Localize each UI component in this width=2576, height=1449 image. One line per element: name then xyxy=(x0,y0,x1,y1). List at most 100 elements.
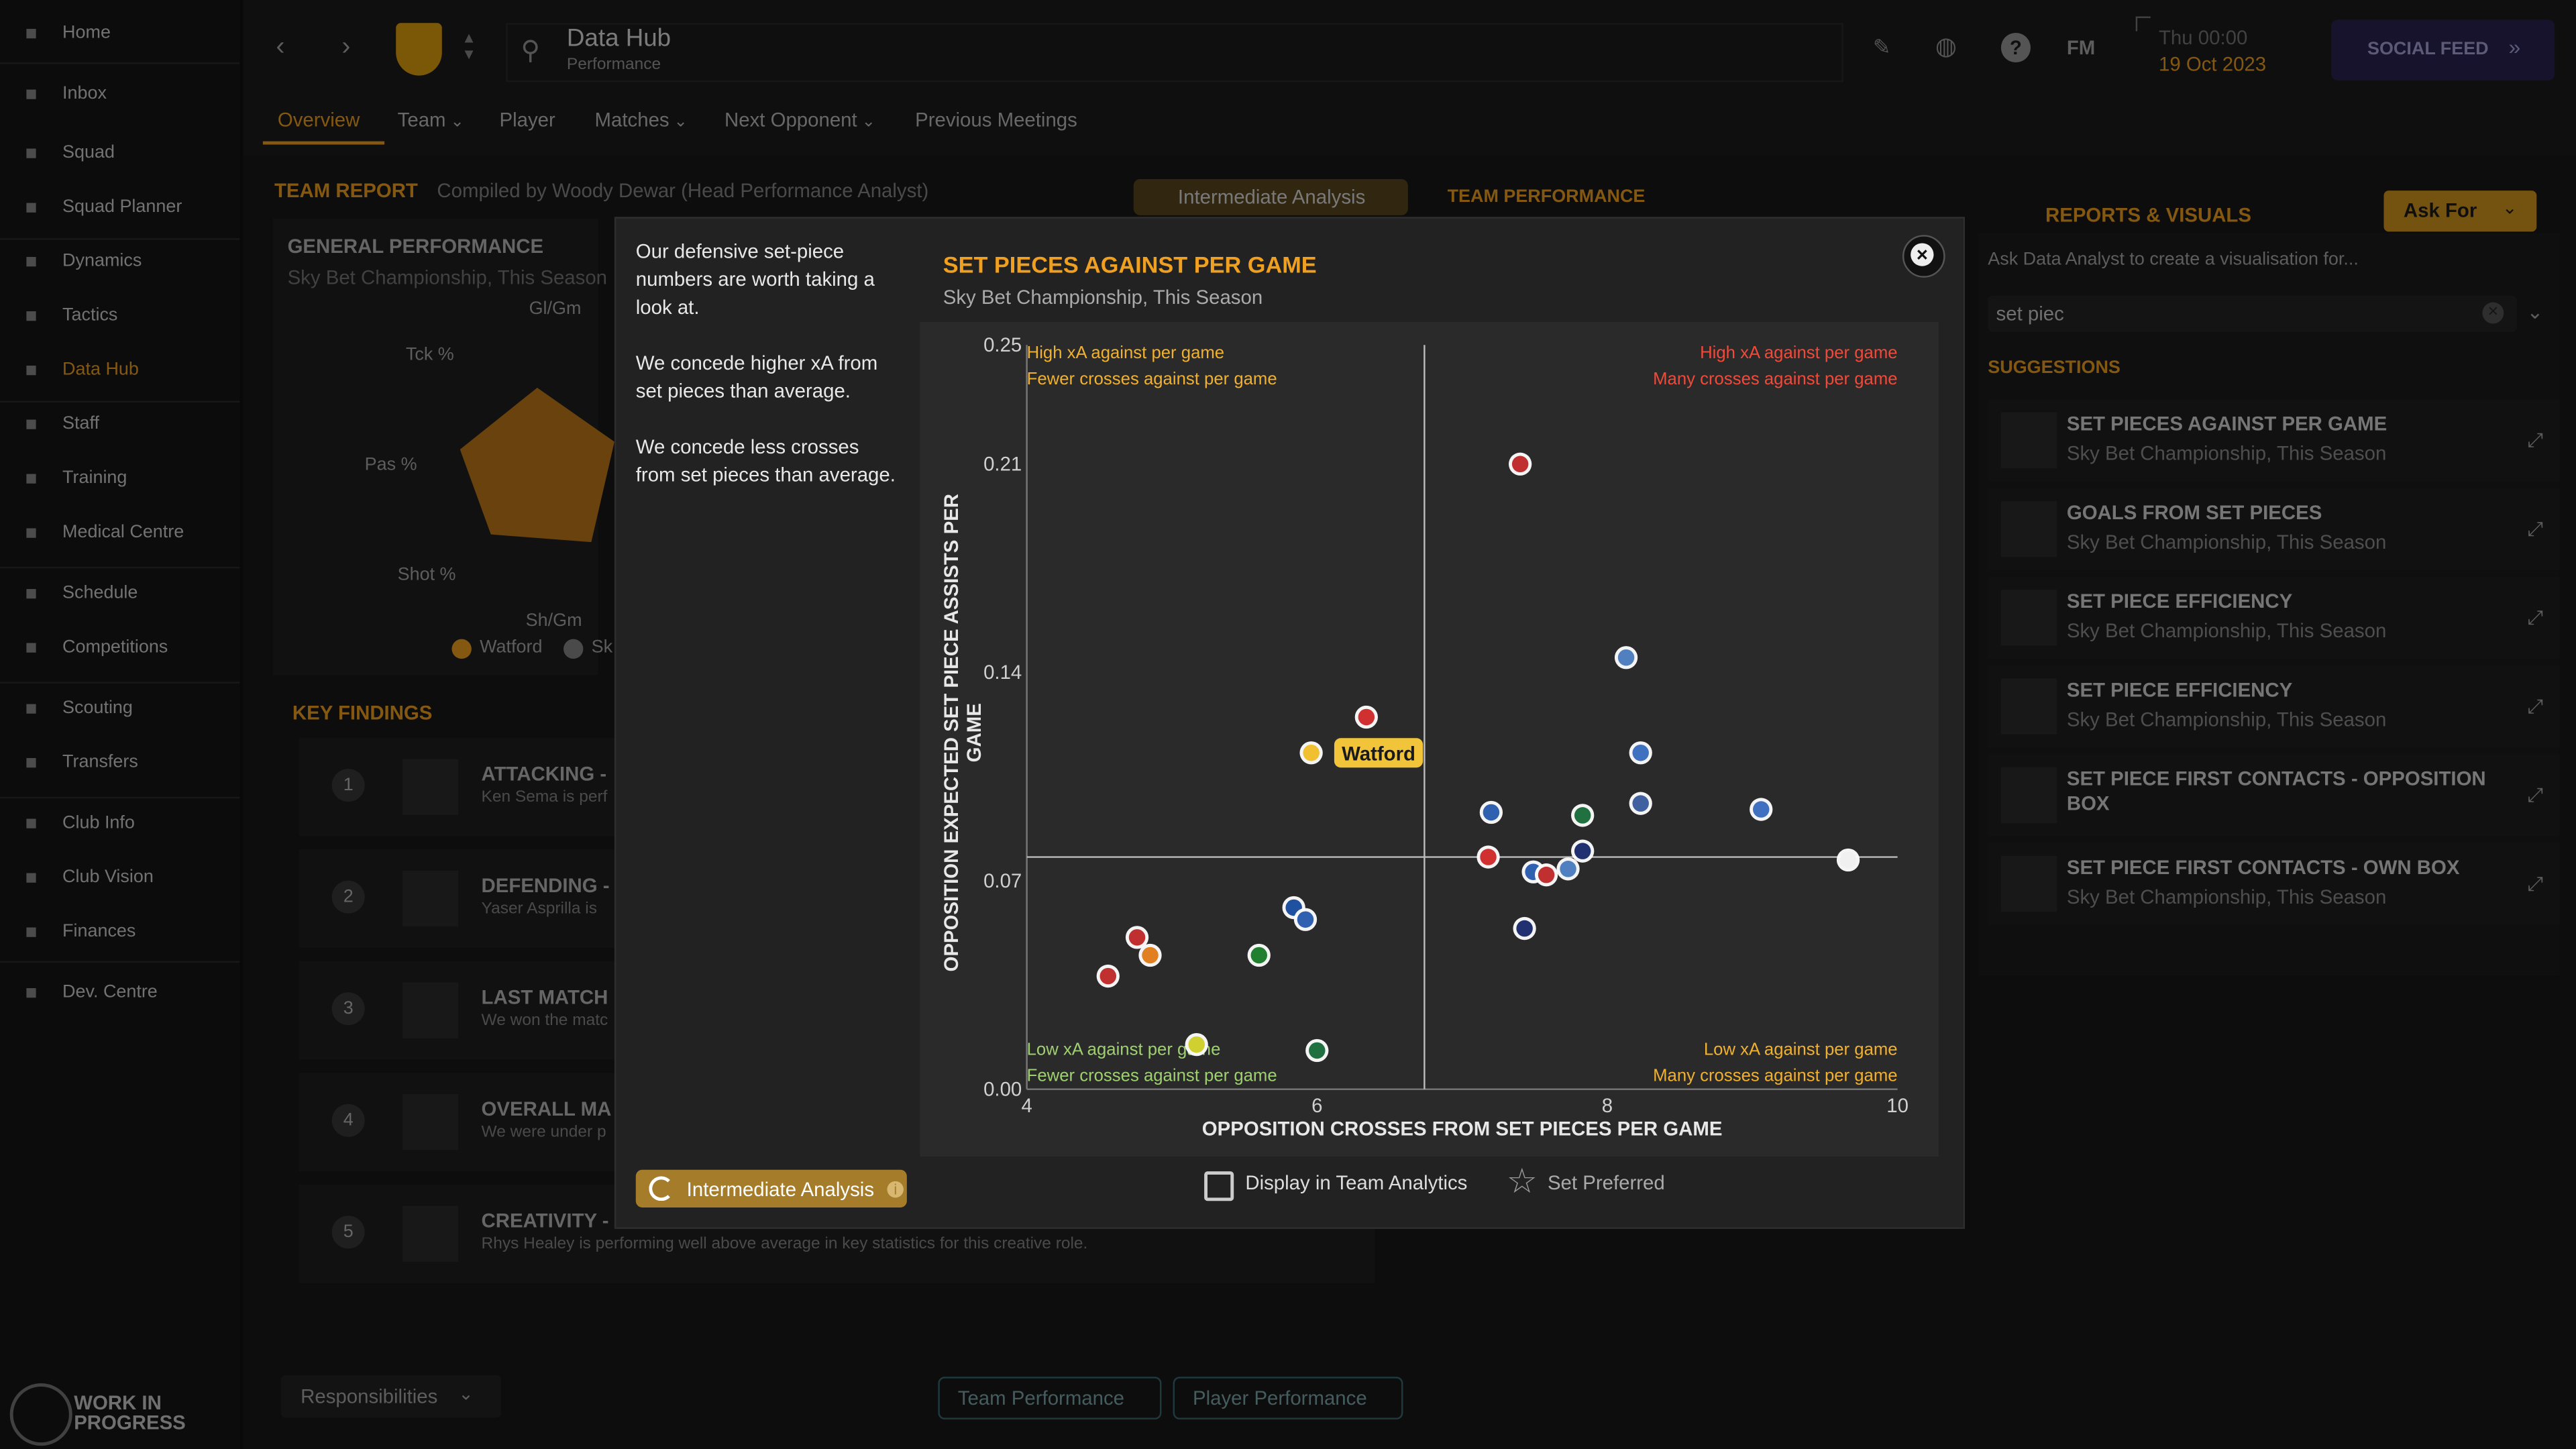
clear-icon[interactable]: × xyxy=(2482,302,2504,324)
quadrant-top-left-line-1: High xA against per game xyxy=(1026,343,1225,364)
watford-crest-icon[interactable] xyxy=(396,23,442,76)
info-icon[interactable]: i xyxy=(887,1180,904,1197)
team-performance-button-label: Team Performance xyxy=(957,1386,1125,1410)
tab-player[interactable]: Player xyxy=(499,109,555,131)
wip-label-line-2: PROGRESS xyxy=(74,1411,186,1434)
current-time: Thu 00:00 xyxy=(2158,26,2248,50)
nav-item-transfers[interactable]: ■ Transfers xyxy=(0,738,240,787)
expand-icon[interactable]: ⤢ xyxy=(2527,784,2544,807)
suggestion-item[interactable]: SET PIECE FIRST CONTACTS - OWN BOX Sky Be… xyxy=(1988,843,2560,925)
tab-previous-meetings[interactable]: Previous Meetings xyxy=(915,109,1077,131)
nav-item-inbox[interactable]: ■ Inbox xyxy=(0,69,240,118)
back-arrow-icon[interactable]: ‹ xyxy=(276,32,285,61)
data-point xyxy=(1096,964,1120,988)
club-switch-icon[interactable]: ▲ ▼ xyxy=(462,30,477,63)
ask-prompt: Ask Data Analyst to create a visualisati… xyxy=(1988,250,2359,270)
bg-intermediate-analysis-badge[interactable]: Intermediate Analysis xyxy=(1133,178,1408,215)
suggestion-sub: Sky Bet Championship, This Season xyxy=(2066,531,2387,554)
bg-intermediate-analysis-label: Intermediate Analysis xyxy=(1177,185,1366,209)
fm-button[interactable]: FM xyxy=(2066,36,2096,60)
nav-item-competitions[interactable]: ■ Competitions xyxy=(0,623,240,672)
search-dropdown-icon[interactable]: ⌄ xyxy=(2526,301,2544,324)
nav-item-training[interactable]: ■ Training xyxy=(0,453,240,502)
visualisation-search-value: set piec xyxy=(1996,302,2064,325)
team-performance-link[interactable]: TEAM PERFORMANCE xyxy=(1447,187,1646,207)
finding-number: 1 xyxy=(331,769,365,802)
suggestion-item[interactable]: SET PIECE FIRST CONTACTS - OPPOSITION BO… xyxy=(1988,754,2560,837)
data-point-crest xyxy=(1632,744,1649,761)
nav-item-dev-centre[interactable]: ■ Dev. Centre xyxy=(0,967,240,1016)
close-button[interactable]: × xyxy=(1902,235,1945,278)
dev-centre-icon: ■ xyxy=(25,981,38,1004)
data-point-crest xyxy=(1538,866,1555,883)
finding-sub: Rhys Healey is performing well above ave… xyxy=(481,1235,1088,1254)
social-feed-button[interactable]: SOCIAL FEED » xyxy=(2331,19,2555,81)
double-chevron-icon: » xyxy=(2508,34,2521,60)
help-icon[interactable]: ? xyxy=(2000,32,2031,63)
tab-overview[interactable]: Overview xyxy=(278,109,360,131)
visualisation-search-input[interactable]: set piec × xyxy=(1988,295,2517,332)
radar-label-pas: Pas % xyxy=(364,455,417,475)
tab-matches[interactable]: Matches ⌄ xyxy=(595,109,688,131)
nav-item-schedule[interactable]: ■ Schedule xyxy=(0,568,240,617)
data-point-crest xyxy=(1839,851,1857,869)
brain-icon[interactable]: ◍ xyxy=(1935,32,1957,61)
nav-item-club-info[interactable]: ■ Club Info xyxy=(0,798,240,847)
search-bar[interactable]: ⚲ Data Hub Performance xyxy=(506,23,1843,83)
nav-separator xyxy=(0,961,240,963)
tab-label: Overview xyxy=(277,108,360,131)
nav-item-squad-planner[interactable]: ■ Squad Planner xyxy=(0,182,240,231)
player-performance-button[interactable]: Player Performance xyxy=(1173,1377,1403,1419)
suggestion-item[interactable]: SET PIECES AGAINST PER GAME Sky Bet Champ… xyxy=(1988,399,2560,482)
expand-icon[interactable]: ⤢ xyxy=(2527,517,2544,541)
modal-description: Our defensive set-piece numbers are wort… xyxy=(636,238,899,490)
compiled-by: Compiled by Woody Dewar (Head Performanc… xyxy=(437,178,929,203)
nav-item-staff[interactable]: ■ Staff xyxy=(0,399,240,448)
nav-item-dynamics[interactable]: ■ Dynamics xyxy=(0,237,240,286)
intermediate-analysis-label: Intermediate Analysis xyxy=(686,1177,875,1200)
ask-for-button[interactable]: Ask For ⌄ xyxy=(2383,191,2537,232)
suggestion-item[interactable]: SET PIECE EFFICIENCY Sky Bet Championship… xyxy=(1988,576,2560,659)
star-icon[interactable]: ☆ xyxy=(1506,1163,1538,1201)
nav-separator xyxy=(0,400,240,403)
tab-team[interactable]: Team ⌄ xyxy=(398,109,464,131)
forward-arrow-icon[interactable]: › xyxy=(341,32,351,61)
y-tick-label: 0.21 xyxy=(983,453,1022,476)
nav-item-tactics[interactable]: ■ Tactics xyxy=(0,290,240,339)
chevron-down-icon: ⌄ xyxy=(669,113,688,131)
player-performance-button-label: Player Performance xyxy=(1192,1386,1367,1410)
finding-number: 4 xyxy=(331,1104,365,1137)
data-point xyxy=(1750,798,1773,821)
suggestion-item[interactable]: SET PIECE EFFICIENCY Sky Bet Championship… xyxy=(1988,665,2560,748)
tab-next-opponent[interactable]: Next Opponent ⌄ xyxy=(724,109,875,131)
edit-icon[interactable]: ✎ xyxy=(1872,34,1891,60)
expand-icon[interactable]: ⤢ xyxy=(2527,429,2544,452)
social-feed-label: SOCIAL FEED xyxy=(2367,39,2489,60)
set-preferred-label[interactable]: Set Preferred xyxy=(1547,1171,1665,1195)
progress-ring-icon xyxy=(649,1176,674,1201)
radar-label-shot: Shot % xyxy=(397,565,456,585)
nav-item-medical-centre[interactable]: ■ Medical Centre xyxy=(0,508,240,557)
nav-item-finances[interactable]: ■ Finances xyxy=(0,907,240,956)
expand-icon[interactable]: ⤢ xyxy=(2527,694,2544,718)
team-performance-button[interactable]: Team Performance xyxy=(938,1377,1162,1419)
nav-item-scouting[interactable]: ■ Scouting xyxy=(0,684,240,733)
chart-subtitle: Sky Bet Championship, This Season xyxy=(943,286,1263,309)
data-point xyxy=(1354,705,1378,729)
description-paragraph-1: Our defensive set-piece numbers are wort… xyxy=(635,239,875,319)
suggestion-item[interactable]: GOALS FROM SET PIECES Sky Bet Championshi… xyxy=(1988,488,2560,570)
display-in-team-analytics-label[interactable]: Display in Team Analytics xyxy=(1245,1171,1468,1195)
nav-item-data-hub[interactable]: ■ Data Hub xyxy=(0,345,240,394)
display-in-team-analytics-checkbox[interactable] xyxy=(1204,1171,1234,1201)
suggestion-sub: Sky Bet Championship, This Season xyxy=(2066,708,2387,731)
radar-label-sh-gm: Sh/Gm xyxy=(525,611,582,631)
intermediate-analysis-badge[interactable]: Intermediate Analysis i xyxy=(635,1169,907,1208)
date-corner xyxy=(2135,16,2151,32)
nav-item-home[interactable]: ■ Home xyxy=(0,8,240,57)
data-point xyxy=(1477,845,1500,869)
expand-icon[interactable]: ⤢ xyxy=(2527,872,2544,896)
nav-item-club-vision[interactable]: ■ Club Vision xyxy=(0,853,240,902)
nav-item-squad[interactable]: ■ Squad xyxy=(0,128,240,177)
responsibilities-dropdown[interactable]: Responsibilities ⌄ xyxy=(280,1375,501,1418)
expand-icon[interactable]: ⤢ xyxy=(2527,606,2544,629)
